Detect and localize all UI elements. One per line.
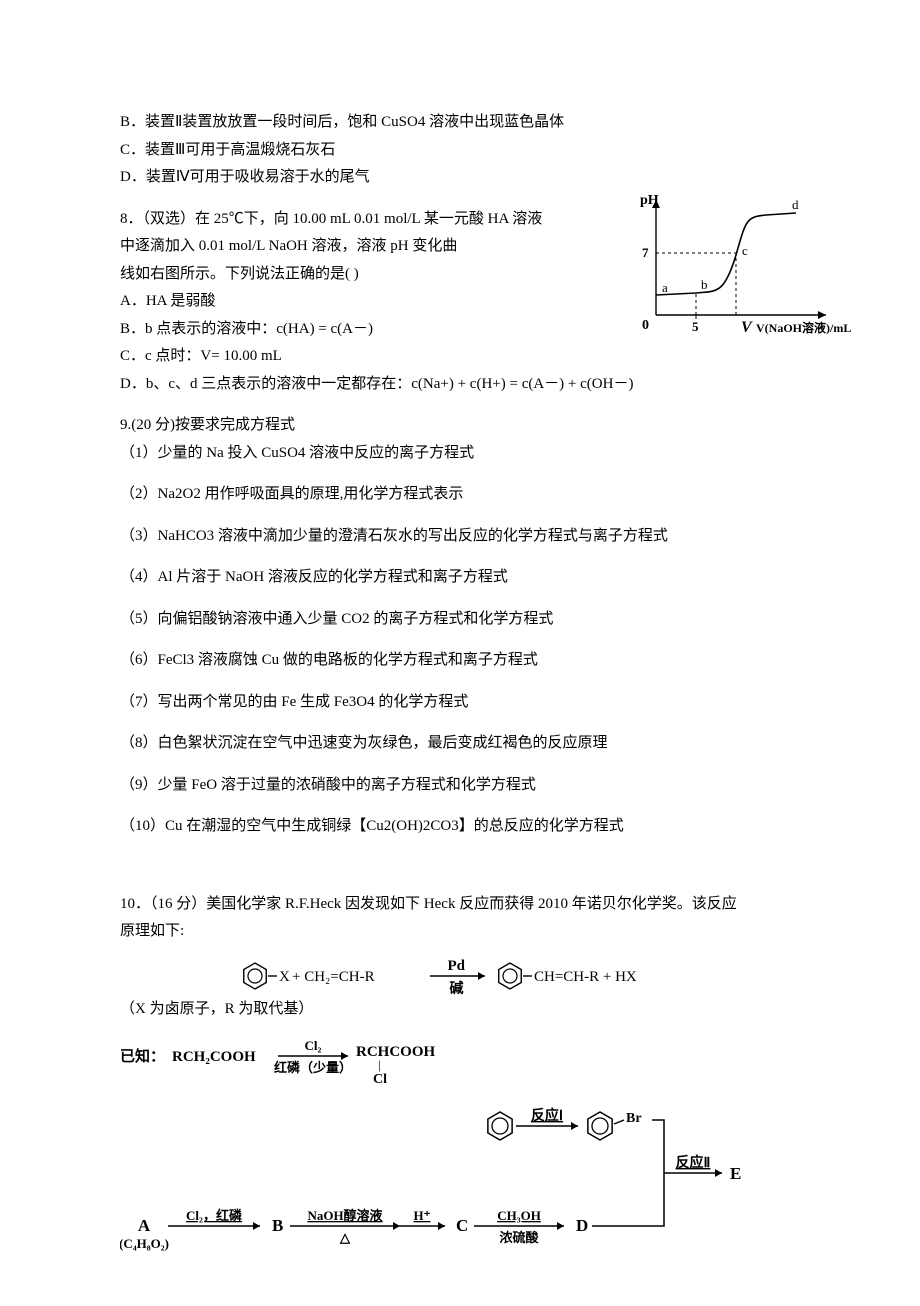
svg-text:B: B <box>272 1216 283 1235</box>
svg-text:CH=CH-R + HX: CH=CH-R + HX <box>534 969 637 985</box>
q7-opt-c: C．装置Ⅲ可用于高温煅烧石灰石 <box>120 138 800 164</box>
svg-text:c: c <box>742 243 748 258</box>
svg-text:浓硫酸: 浓硫酸 <box>499 1230 539 1245</box>
q10-scheme: 已知： RCH₂COOH Cl₂ 红磷（少量） RCHCOOH|Cl 反应Ⅰ Br 反应Ⅱ E A… <box>120 1036 800 1266</box>
q9-p3: （3）NaHCO3 溶液中滴加少量的澄清石灰水的写出反应的化学方程式与离子方程式 <box>120 524 800 550</box>
page: B．装置Ⅱ装置放放置一段时间后，饱和 CuSO4 溶液中出现蓝色晶体 C．装置Ⅲ… <box>0 0 920 1306</box>
svg-text:反应Ⅱ: 反应Ⅱ <box>676 1154 711 1171</box>
q10-heck-reaction: X + CH₂=CH-R Pd 碱 CH=CH-R + HX <box>225 951 695 997</box>
svg-text:已知：: 已知： <box>120 1047 165 1065</box>
q8-block: 8．（双选）在 25℃下，向 10.00 mL 0.01 mol/L 某一元酸 … <box>120 207 800 398</box>
svg-text:NaOH醇溶液: NaOH醇溶液 <box>307 1208 382 1223</box>
svg-text:CH₃OH: CH₃OH <box>497 1208 541 1223</box>
svg-text:E: E <box>730 1164 741 1183</box>
q9-p5: （5）向偏铝酸钠溶液中通入少量 CO2 的离子方程式和化学方程式 <box>120 607 800 633</box>
svg-text:|: | <box>378 1057 381 1072</box>
svg-text:7: 7 <box>642 245 649 260</box>
svg-text:a: a <box>662 280 668 295</box>
svg-text:A: A <box>138 1216 151 1235</box>
q9-p1: （1）少量的 Na 投入 CuSO4 溶液中反应的离子方程式 <box>120 441 800 467</box>
svg-text:+ CH₂=CH-R: + CH₂=CH-R <box>292 969 375 985</box>
q10-stem-1: 10．（16 分）美国化学家 R.F.Heck 因发现如下 Heck 反应而获得… <box>120 892 800 918</box>
svg-text:红磷（少量）: 红磷（少量） <box>274 1060 352 1075</box>
svg-text:(C₄H₈O₂): (C₄H₈O₂) <box>120 1236 169 1251</box>
svg-text:反应Ⅰ: 反应Ⅰ <box>531 1107 563 1124</box>
q10-aside: （X 为卤原子，R 为取代基） <box>120 997 800 1023</box>
q9-p9: （9）少量 FeO 溶于过量的浓硝酸中的离子方程式和化学方程式 <box>120 773 800 799</box>
svg-text:C: C <box>456 1216 468 1235</box>
svg-text:△: △ <box>339 1230 351 1245</box>
q8-titration-graph: pH 0 5 7 VV(NaOH溶液)/mL a b c d <box>620 185 870 340</box>
svg-text:b: b <box>701 277 708 292</box>
q10-scheme-svg: 已知： RCH₂COOH Cl₂ 红磷（少量） RCHCOOH|Cl 反应Ⅰ Br 反应Ⅱ E A… <box>120 1036 800 1256</box>
svg-text:D: D <box>576 1216 588 1235</box>
q7-opt-b: B．装置Ⅱ装置放放置一段时间后，饱和 CuSO4 溶液中出现蓝色晶体 <box>120 110 800 136</box>
q9-stem: 9.(20 分)按要求完成方程式 <box>120 413 800 439</box>
svg-text:0: 0 <box>642 318 649 333</box>
q9-p2: （2）Na2O2 用作呼吸面具的原理,用化学方程式表示 <box>120 482 800 508</box>
q8-opt-c: C．c 点时：V= 10.00 mL <box>120 344 800 370</box>
q9-p6: （6）FeCl3 溶液腐蚀 Cu 做的电路板的化学方程式和离子方程式 <box>120 648 800 674</box>
q9-p8: （8）白色絮状沉淀在空气中迅速变为灰绿色，最后变成红褐色的反应原理 <box>120 731 800 757</box>
q10-stem-2: 原理如下: <box>120 919 800 945</box>
svg-text:d: d <box>792 197 799 212</box>
svg-text:RCHCOOH: RCHCOOH <box>356 1044 436 1060</box>
q9-p7: （7）写出两个常见的由 Fe 生成 Fe3O4 的化学方程式 <box>120 690 800 716</box>
svg-text:碱: 碱 <box>450 980 464 997</box>
q9-p4: （4）Al 片溶于 NaOH 溶液反应的化学方程式和离子方程式 <box>120 565 800 591</box>
svg-text:V(NaOH溶液)/mL: V(NaOH溶液)/mL <box>756 320 851 335</box>
svg-text:pH: pH <box>640 193 659 208</box>
svg-text:Cl: Cl <box>373 1072 387 1087</box>
svg-text:RCH₂COOH: RCH₂COOH <box>172 1049 256 1065</box>
svg-text:5: 5 <box>692 319 699 334</box>
svg-text:Pd: Pd <box>448 958 466 974</box>
q8-opt-d: D．b、c、d 三点表示的溶液中一定都存在：c(Na+) + c(H+) = c… <box>120 372 800 398</box>
q9-p10: （10）Cu 在潮湿的空气中生成铜绿【Cu2(OH)2CO3】的总反应的化学方程… <box>120 814 800 840</box>
svg-text:Cl₂: Cl₂ <box>305 1038 322 1053</box>
svg-text:H⁺: H⁺ <box>414 1208 431 1223</box>
svg-text:V: V <box>741 319 753 336</box>
svg-text:Cl₂，红磷: Cl₂，红磷 <box>186 1208 243 1223</box>
svg-text:X: X <box>279 969 290 985</box>
svg-text:Br: Br <box>626 1111 642 1126</box>
